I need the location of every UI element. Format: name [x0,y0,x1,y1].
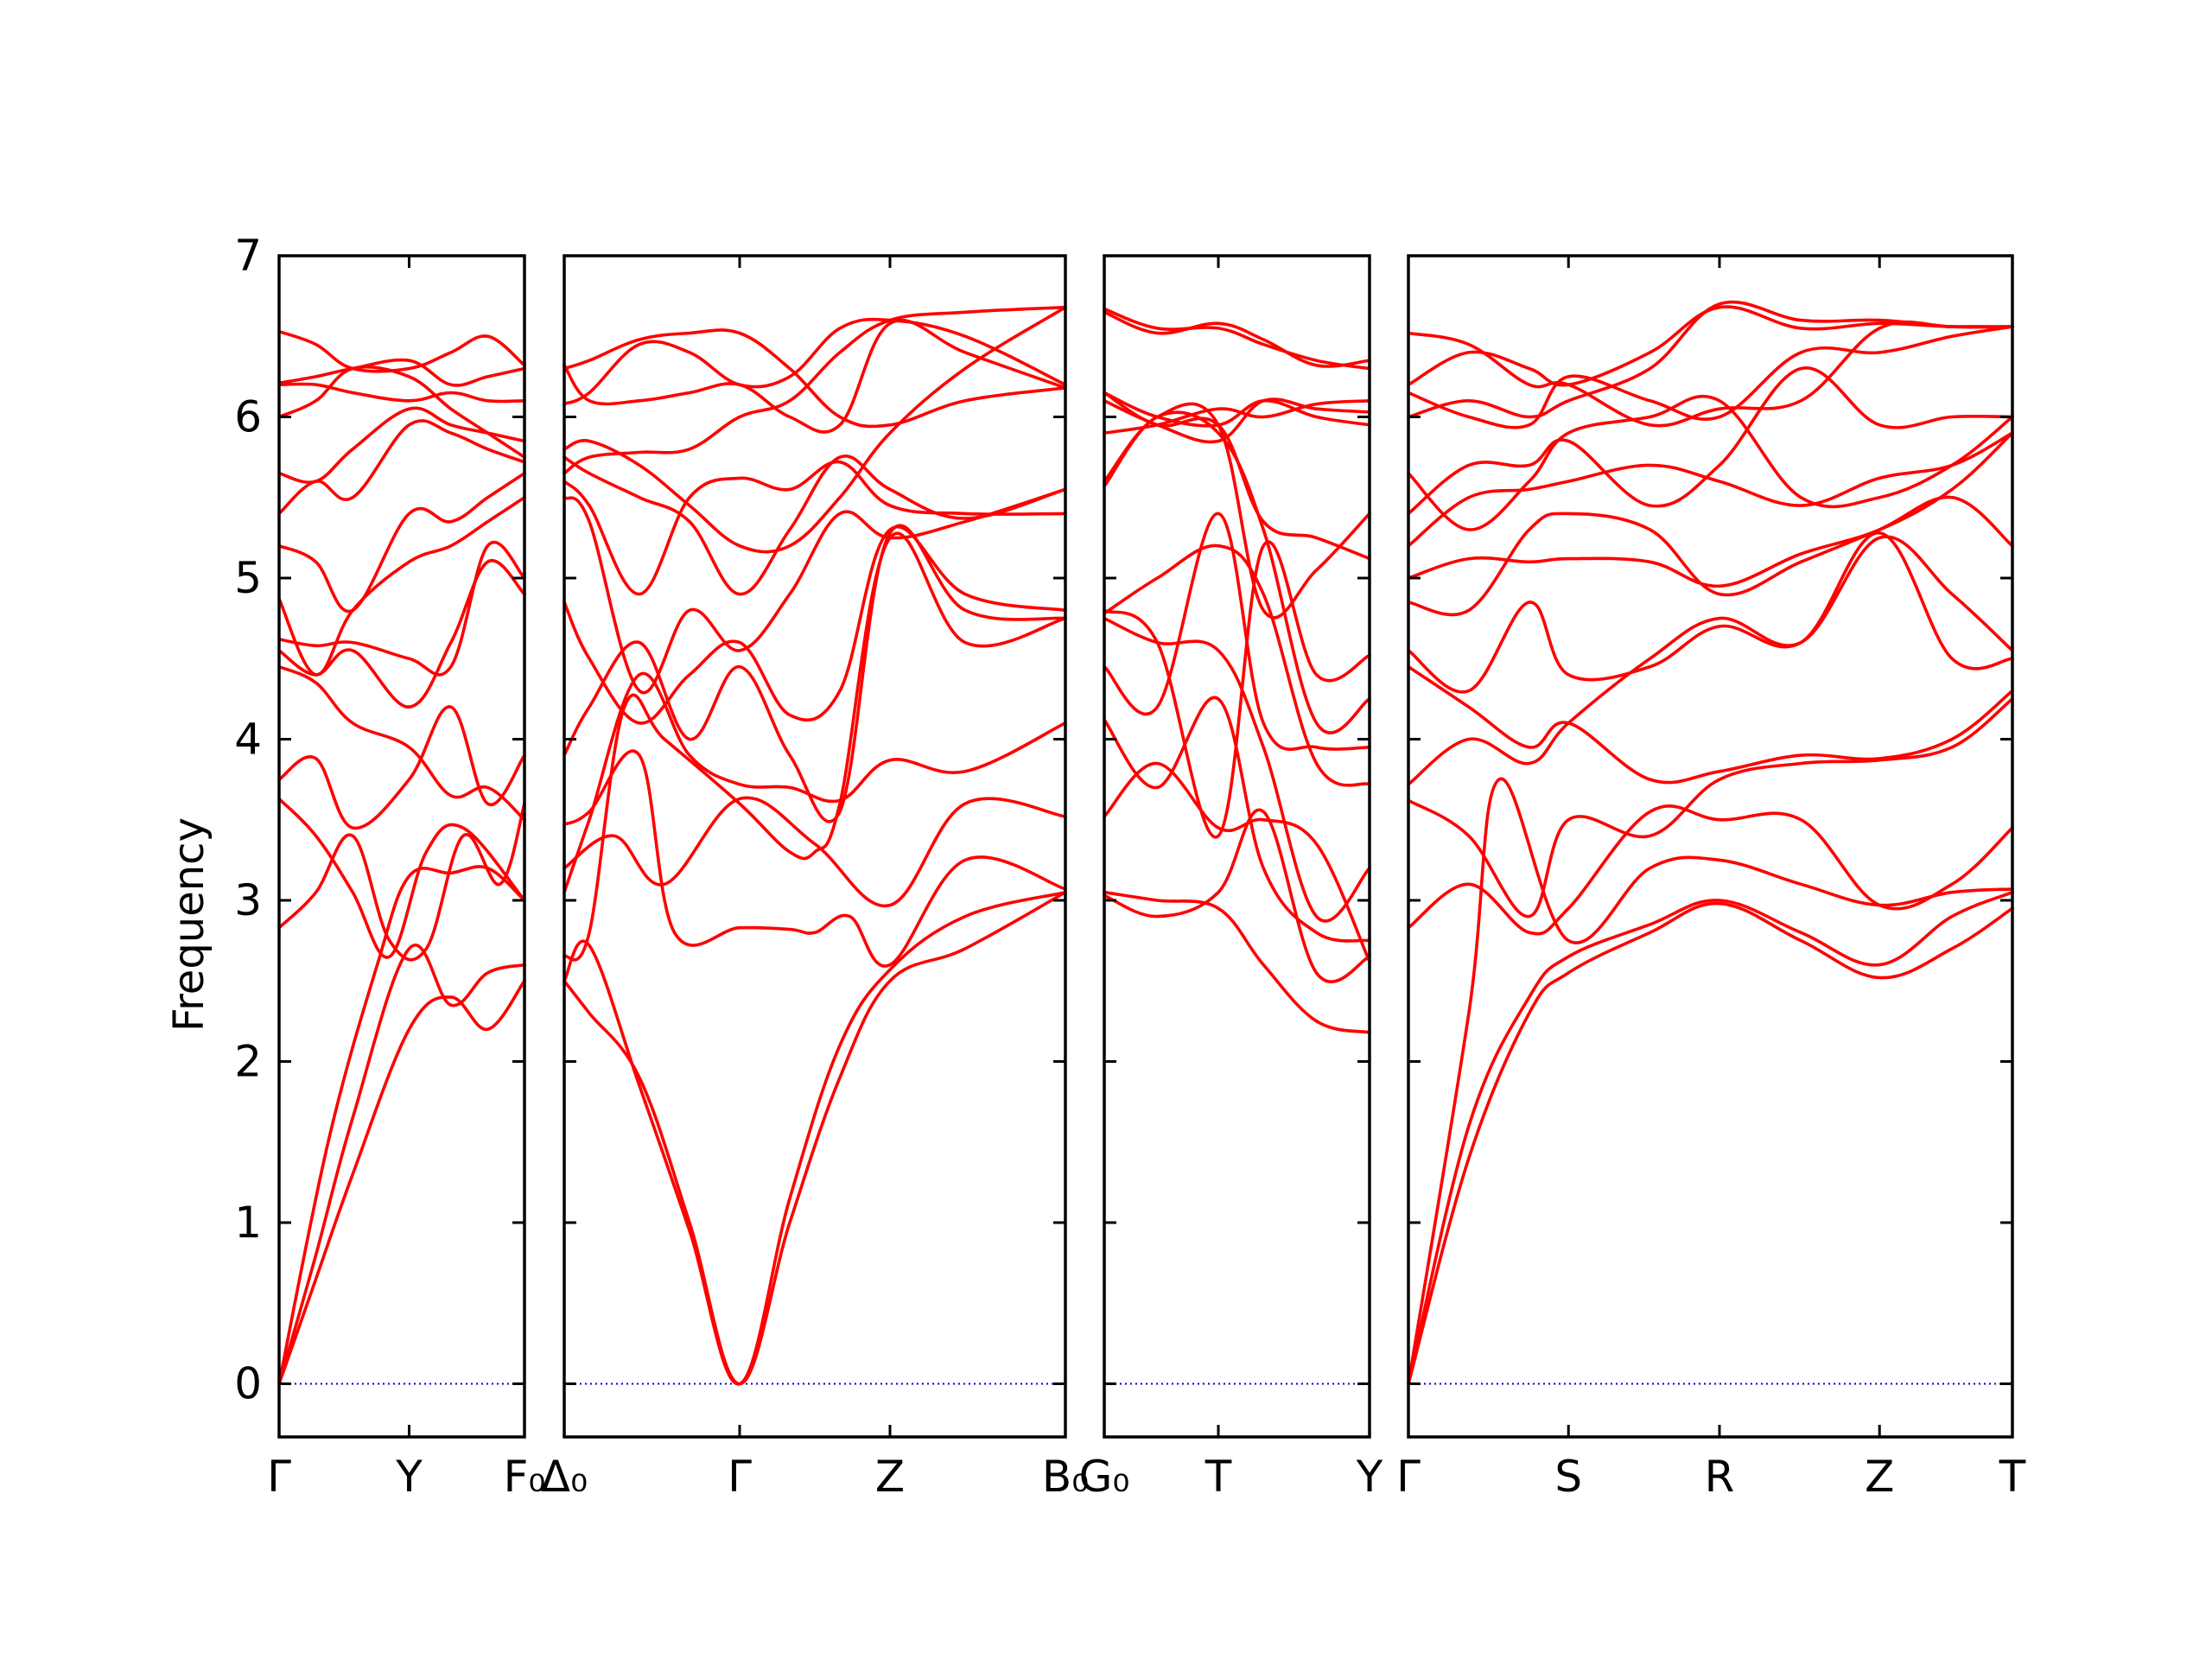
band-3-1 [1103,890,1371,1034]
band-4-6 [1407,535,2014,786]
band-1-2 [277,944,526,1386]
y-tick-label-4: 4 [234,714,262,764]
band-1-10 [277,495,526,677]
band-3-4 [1103,696,1371,943]
x-tick-label-3-1: T [1205,1452,1232,1502]
band-1-6 [277,705,526,830]
y-tick-label-5: 5 [234,553,262,603]
x-tick-label-1-1: Y [395,1452,423,1502]
band-4-12 [1407,366,2014,516]
band-3-9 [1103,402,1371,620]
band-1-9 [277,541,526,677]
band-1-3 [277,865,526,1386]
band-4-13 [1407,394,2014,531]
y-tick-label-0: 0 [234,1358,262,1408]
y-axis-title: Frequency [165,817,213,1032]
band-2-7 [563,524,1067,823]
x-tick-label-4-1: S [1554,1452,1582,1502]
panel-frame-4 [1407,254,2014,1439]
y-tick-label-7: 7 [234,231,262,281]
band-4-14 [1407,300,2014,419]
band-1-7 [277,664,526,822]
band-4-1 [1407,901,2014,1386]
x-tick-label-1-2: F₀ [504,1452,546,1502]
y-tick-label-1: 1 [234,1198,262,1248]
band-2-14 [563,317,1067,406]
band-1-11 [277,472,526,613]
band-1-14 [277,365,526,459]
band-3-2 [1103,808,1371,983]
band-4-11 [1407,431,2014,548]
band-4-7 [1407,664,2014,785]
band-4-8 [1407,531,2014,694]
x-tick-label-3-2: Y [1356,1452,1383,1502]
band-3-15 [1103,391,1371,428]
x-tick-label-4-4: T [1999,1452,2026,1502]
x-tick-label-2-3: B₀ [1042,1452,1089,1502]
band-3-5 [1103,616,1371,923]
band-1-8 [277,558,526,709]
band-1-15 [277,382,526,404]
band-4-4 [1407,804,2014,936]
band-4-16 [1407,320,2014,428]
band-3-16 [1103,399,1371,435]
band-4-9 [1407,495,2014,617]
band-2-6 [563,671,1067,894]
panel-2: Δ₀ Γ Z B₀ [541,254,1089,1502]
y-tick-label-6: 6 [234,391,262,442]
band-2-1 [563,890,1067,1386]
band-4-5 [1407,697,2014,918]
band-4-2 [1407,890,2014,1386]
band-2-13 [563,305,1067,475]
x-tick-label-3-0: G₀ [1079,1452,1130,1502]
panel-1: Γ Y F₀ [267,254,546,1502]
band-1-5 [277,797,526,959]
band-2-2 [563,890,1067,1386]
band-3-11 [1103,512,1371,751]
y-tick-label-2: 2 [234,1036,262,1086]
band-3-13 [1103,310,1371,368]
x-tick-label-4-0: Γ [1396,1452,1421,1502]
panel-frame-3 [1103,254,1371,1439]
band-4-3 [1407,777,2014,1386]
band-2-16 [563,318,1067,434]
x-tick-label-4-3: Z [1865,1452,1894,1502]
band-1-16 [277,358,526,387]
x-tick-label-1-0: Γ [267,1452,291,1502]
panel-frame-2 [563,254,1067,1439]
band-2-5 [563,796,1067,908]
band-4-10 [1407,431,2014,588]
x-tick-label-2-1: Γ [728,1452,752,1502]
band-4-17 [1407,325,2014,429]
band-2-4 [563,531,1067,962]
band-3-6 [1103,543,1371,787]
band-1-13 [277,406,526,485]
band-3-3 [1103,761,1371,963]
band-3-12 [1103,307,1371,371]
band-1-1 [277,979,526,1386]
band-2-9 [563,487,1067,695]
band-2-11 [563,454,1067,596]
band-4-15 [1407,305,2014,387]
panel-3: G₀ T Y [1079,254,1383,1502]
band-1-4 [277,802,526,962]
band-2-12 [563,305,1067,554]
band-3-10 [1103,540,1371,839]
band-2-3 [563,749,1067,968]
y-tick-label-3: 3 [234,875,262,925]
x-tick-label-4-2: R [1705,1452,1735,1502]
band-1-17 [277,329,526,373]
band-2-8 [563,525,1067,725]
band-2-15 [563,328,1067,429]
x-tick-label-2-2: Z [875,1452,905,1502]
panel-frame-1 [277,254,526,1439]
x-tick-label-2-0: Δ₀ [541,1452,588,1502]
band-3-14 [1103,397,1371,444]
